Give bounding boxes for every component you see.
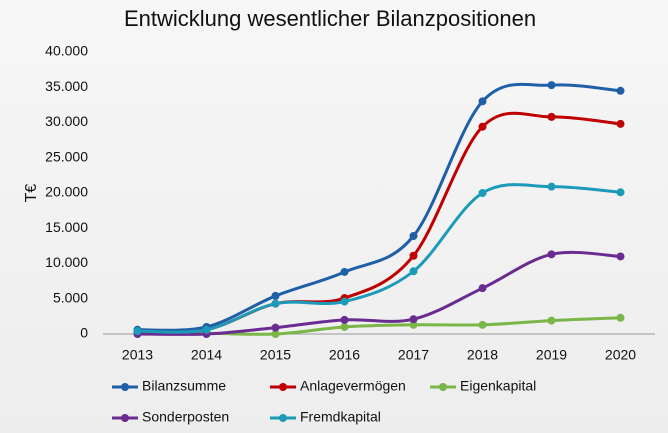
chart-title: Entwicklung wesentlicher Bilanzpositione… <box>124 6 536 31</box>
legend-label: Anlagevermögen <box>300 378 406 394</box>
data-point <box>616 86 625 95</box>
data-point <box>547 81 556 90</box>
data-point <box>409 267 418 276</box>
data-point <box>547 182 556 191</box>
data-point <box>547 250 556 259</box>
data-point <box>271 330 280 338</box>
data-point <box>478 97 487 106</box>
data-point <box>478 320 487 329</box>
y-tick-label: 25.000 <box>45 148 88 164</box>
data-point <box>340 322 349 331</box>
legend-marker <box>121 414 129 422</box>
data-point <box>133 327 142 336</box>
y-axis-label: T€ <box>23 184 40 203</box>
data-point <box>478 284 487 293</box>
legend-marker <box>279 383 287 391</box>
data-point <box>340 267 349 276</box>
x-tick-label: 2014 <box>191 347 222 363</box>
series-line <box>137 183 621 334</box>
series-line <box>137 250 621 336</box>
data-point <box>340 315 349 324</box>
y-tick-label: 5.000 <box>53 289 88 305</box>
y-tick-label: 35.000 <box>45 78 88 94</box>
x-tick-label: 2018 <box>467 347 498 363</box>
x-tick-label: 2019 <box>536 347 567 363</box>
data-point <box>616 119 625 128</box>
legend-marker <box>439 383 447 391</box>
data-point <box>271 291 280 300</box>
x-tick-label: 2013 <box>122 347 153 363</box>
data-point <box>478 189 487 197</box>
series-line <box>137 82 621 332</box>
data-point <box>616 188 625 197</box>
legend-marker <box>121 383 129 391</box>
data-point <box>547 316 556 325</box>
legend-label: Fremdkapital <box>300 409 381 425</box>
data-point <box>271 299 280 308</box>
data-point <box>271 323 280 332</box>
data-point <box>409 232 418 241</box>
data-point <box>616 313 625 322</box>
series-line <box>137 111 621 334</box>
y-tick-label: 0 <box>80 325 88 341</box>
legend-label: Bilanzsumme <box>142 378 226 394</box>
data-point <box>547 112 556 121</box>
data-point <box>409 320 418 329</box>
x-tick-label: 2015 <box>260 347 291 363</box>
data-point <box>616 252 625 261</box>
x-tick-label: 2020 <box>605 347 636 363</box>
legend-label: Sonderposten <box>142 409 229 425</box>
y-tick-label: 20.000 <box>45 184 88 200</box>
legend-marker <box>279 414 287 422</box>
x-tick-label: 2016 <box>329 347 360 363</box>
y-tick-label: 40.000 <box>45 43 88 59</box>
data-point <box>202 325 211 334</box>
data-point <box>340 297 349 306</box>
y-tick-label: 10.000 <box>45 254 88 270</box>
y-tick-label: 30.000 <box>45 113 88 129</box>
x-tick-label: 2017 <box>398 347 429 363</box>
y-tick-label: 15.000 <box>45 219 88 235</box>
data-point <box>478 122 487 131</box>
legend-label: Eigenkapital <box>460 378 536 394</box>
data-point <box>409 251 418 260</box>
data-point <box>409 315 418 324</box>
